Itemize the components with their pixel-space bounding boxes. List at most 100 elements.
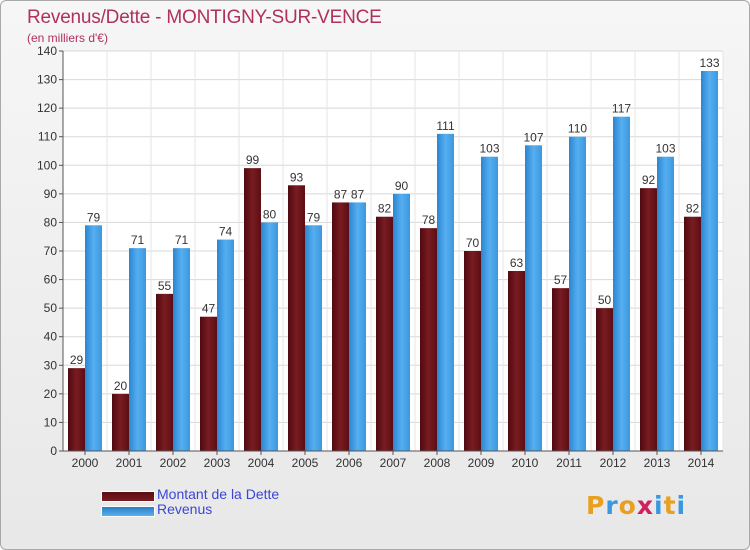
bar-revenus [349, 202, 366, 451]
x-tick-label: 2013 [644, 456, 671, 470]
data-label-revenus: 80 [263, 207, 277, 221]
data-label-dette: 92 [642, 173, 656, 187]
x-tick-label: 2011 [556, 456, 582, 470]
data-label-dette: 20 [114, 379, 128, 393]
bar-revenus [569, 136, 586, 451]
data-label-revenus: 74 [219, 225, 233, 239]
y-tick-label: 140 [37, 44, 57, 58]
x-tick-label: 2002 [160, 456, 187, 470]
bar-dette [596, 308, 613, 451]
bar-revenus [437, 133, 454, 451]
x-tick-label: 2009 [468, 456, 495, 470]
bar-revenus [217, 239, 234, 451]
y-tick-label: 80 [44, 215, 58, 229]
logo-letter: i [676, 491, 687, 520]
bar-revenus [525, 145, 542, 452]
data-label-revenus: 79 [307, 210, 321, 224]
data-label-revenus: 71 [131, 233, 145, 247]
y-tick-label: 0 [50, 444, 57, 458]
legend-label-dette: Montant de la Dette [157, 486, 280, 502]
x-tick-label: 2014 [688, 456, 715, 470]
bar-dette [508, 271, 525, 451]
y-tick-label: 60 [44, 273, 58, 287]
bar-dette [200, 316, 217, 451]
data-label-revenus: 103 [655, 142, 675, 156]
bar-revenus [261, 222, 278, 451]
x-tick-label: 2012 [600, 456, 627, 470]
bar-dette [244, 168, 261, 451]
bar-revenus [85, 225, 102, 451]
bar-dette [288, 185, 305, 452]
data-label-revenus: 103 [479, 142, 499, 156]
chart-subtitle: (en milliers d'€) [27, 31, 108, 45]
x-tick-label: 2000 [72, 456, 99, 470]
bar-dette [376, 216, 393, 451]
axes: 0 10 20 30 40 50 60 70 80 90 100 110 120 130 140 2000 20… [37, 44, 723, 470]
y-tick-label: 130 [37, 73, 57, 87]
proxiti-logo: Proxiti [586, 491, 686, 520]
y-tick-label: 120 [37, 101, 57, 115]
data-label-dette: 63 [510, 256, 524, 270]
y-tick-label: 20 [44, 387, 58, 401]
data-label-dette: 87 [334, 187, 348, 201]
x-tick-label: 2003 [204, 456, 231, 470]
bar-revenus [305, 225, 322, 451]
data-label-revenus: 111 [436, 119, 455, 133]
data-label-revenus: 90 [395, 179, 409, 193]
data-label-dette: 93 [290, 170, 304, 184]
x-tick-label: 2004 [248, 456, 275, 470]
data-label-dette: 57 [554, 273, 568, 287]
data-label-dette: 78 [422, 213, 436, 227]
data-label-dette: 50 [598, 293, 612, 307]
bar-dette [640, 188, 657, 451]
bar-revenus [657, 156, 674, 451]
bar-revenus [173, 248, 190, 451]
legend-swatch-dette [101, 491, 155, 502]
logo-letter: x [636, 491, 654, 520]
x-tick-label: 2007 [380, 456, 407, 470]
data-label-dette: 82 [378, 202, 392, 216]
bar-revenus [701, 71, 718, 451]
chart-title: Revenus/Dette - MONTIGNY-SUR-VENCE [27, 7, 382, 28]
y-tick-label: 90 [44, 187, 58, 201]
y-tick-label: 10 [44, 415, 58, 429]
x-tick-label: 2005 [292, 456, 319, 470]
data-label-revenus: 107 [523, 130, 543, 144]
legend-swatch-revenus [101, 506, 155, 517]
bar-revenus [613, 116, 630, 451]
data-label-revenus: 71 [175, 233, 189, 247]
y-tick-label: 50 [44, 301, 58, 315]
x-tick-label: 2010 [512, 456, 539, 470]
bar-revenus [129, 248, 146, 451]
x-tick-label: 2006 [336, 456, 363, 470]
data-label-dette: 29 [70, 353, 84, 367]
y-tick-label: 70 [44, 244, 58, 258]
data-label-dette: 70 [466, 236, 480, 250]
y-tick-label: 40 [44, 330, 58, 344]
bars [68, 71, 718, 452]
data-label-dette: 99 [246, 153, 260, 167]
data-label-dette: 55 [158, 279, 172, 293]
x-tick-label: 2001 [116, 456, 143, 470]
data-label-revenus: 133 [699, 56, 719, 70]
bar-dette [156, 293, 173, 451]
bar-dette [112, 393, 129, 451]
logo-letter: r [605, 491, 619, 520]
y-tick-label: 30 [44, 358, 58, 372]
data-label-revenus: 87 [351, 187, 365, 201]
data-label-dette: 82 [686, 202, 700, 216]
logo-letter: t [663, 491, 677, 520]
bar-dette [464, 251, 481, 451]
logo-letter: i [654, 491, 664, 520]
bar-dette [420, 228, 437, 451]
data-label-revenus: 117 [612, 102, 631, 116]
bar-dette [68, 368, 85, 451]
bar-revenus [393, 193, 410, 451]
y-tick-label: 110 [38, 130, 57, 144]
data-label-dette: 47 [202, 302, 216, 316]
data-label-revenus: 110 [568, 122, 587, 136]
data-label-revenus: 79 [87, 210, 101, 224]
